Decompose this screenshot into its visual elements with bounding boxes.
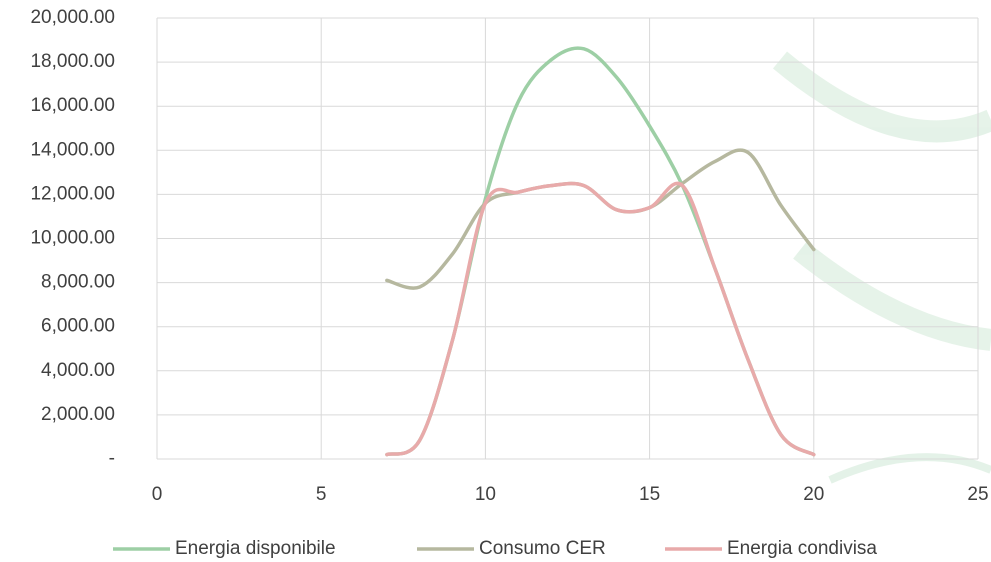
legend-label: Consumo CER [479, 538, 606, 559]
x-tick-label: 15 [639, 484, 660, 505]
y-tick-label: 8,000.00 [41, 272, 115, 293]
y-tick-label: 20,000.00 [30, 7, 115, 28]
y-tick-label: 6,000.00 [41, 316, 115, 337]
y-tick-label: 14,000.00 [30, 139, 115, 160]
watermark-arc [780, 60, 991, 131]
x-tick-label: 20 [803, 484, 824, 505]
legend-label: Energia condivisa [727, 538, 877, 559]
x-tick-label: 25 [967, 484, 988, 505]
y-tick-label: 12,000.00 [30, 183, 115, 204]
y-tick-label: 18,000.00 [30, 51, 115, 72]
watermark-arc [830, 457, 991, 480]
legend-label: Energia disponibile [175, 538, 336, 559]
series-line [387, 183, 814, 454]
y-tick-label: 16,000.00 [30, 95, 115, 116]
series-line [387, 48, 814, 455]
x-tick-label: 5 [316, 484, 327, 505]
x-tick-label: 10 [475, 484, 496, 505]
series-line [387, 150, 814, 288]
y-tick-label: - [109, 448, 115, 469]
y-tick-label: 10,000.00 [30, 228, 115, 249]
y-tick-label: 4,000.00 [41, 360, 115, 381]
x-tick-label: 0 [152, 484, 163, 505]
watermark [780, 60, 991, 480]
chart: - 2,000.00 4,000.00 6,000.00 8,000.00 10,000.… [0, 0, 991, 562]
y-tick-label: 2,000.00 [41, 404, 115, 425]
